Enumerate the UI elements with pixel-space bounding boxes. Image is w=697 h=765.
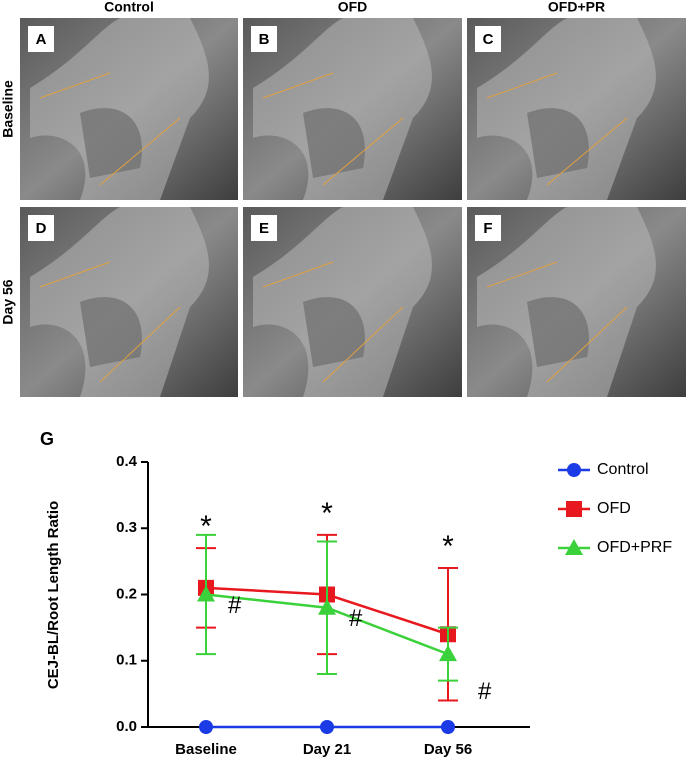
measure-line bbox=[39, 72, 111, 99]
tooth-shape bbox=[253, 18, 432, 200]
measure-line bbox=[486, 72, 558, 99]
row-header: Day 56 bbox=[0, 279, 16, 324]
column-header: Control bbox=[104, 0, 154, 15]
root-shape bbox=[303, 297, 365, 367]
panel-letter: B bbox=[259, 31, 270, 48]
data-point bbox=[439, 645, 457, 662]
panel-letter-box bbox=[251, 26, 277, 52]
data-point bbox=[441, 720, 455, 734]
panel-letter: E bbox=[259, 220, 269, 237]
x-tick-label: Day 56 bbox=[424, 741, 472, 758]
significance-hash: # bbox=[349, 605, 363, 632]
measure-line bbox=[322, 306, 404, 383]
data-point bbox=[197, 585, 215, 602]
x-tick-label: Day 21 bbox=[303, 741, 351, 758]
significance-hash: # bbox=[478, 678, 492, 705]
measure-line bbox=[546, 306, 628, 383]
panel-letter-box bbox=[28, 26, 54, 52]
y-tick-label: 0.2 bbox=[116, 585, 137, 602]
column-header: OFD bbox=[338, 0, 368, 15]
y-tick-label: 0.0 bbox=[116, 718, 137, 735]
measure-line bbox=[322, 117, 404, 186]
panel-letter: A bbox=[36, 31, 47, 48]
root-shape bbox=[527, 108, 589, 178]
y-tick-label: 0.4 bbox=[116, 453, 138, 470]
y-tick-label: 0.1 bbox=[116, 652, 137, 669]
measure-line bbox=[546, 117, 628, 186]
data-point bbox=[318, 598, 336, 615]
panel-letter-box bbox=[28, 215, 54, 241]
x-tick-label: Baseline bbox=[175, 741, 237, 758]
panel-letter: F bbox=[483, 220, 492, 237]
legend-marker bbox=[567, 463, 581, 477]
panel-letter-box bbox=[475, 215, 501, 241]
root-shape bbox=[527, 297, 589, 367]
tooth-shape bbox=[30, 18, 209, 200]
significance-star: * bbox=[321, 497, 333, 530]
panel-letter: C bbox=[483, 31, 494, 48]
panel-label: G bbox=[40, 429, 54, 449]
measure-line bbox=[39, 261, 111, 288]
column-header: OFD+PR bbox=[548, 0, 605, 15]
root-shape bbox=[80, 297, 142, 367]
panel-letter: D bbox=[36, 220, 47, 237]
legend-label: Control bbox=[597, 461, 649, 478]
root-shape bbox=[80, 108, 142, 178]
measure-line bbox=[99, 117, 181, 186]
row-header: Baseline bbox=[0, 80, 16, 138]
legend-marker bbox=[565, 539, 583, 555]
legend-label: OFD bbox=[597, 500, 631, 517]
significance-star: * bbox=[442, 530, 454, 563]
legend-marker bbox=[566, 501, 582, 517]
xray-panels: A B C D E F bbox=[20, 18, 686, 397]
measure-line bbox=[99, 306, 181, 383]
significance-hash: # bbox=[228, 592, 242, 619]
data-point bbox=[199, 720, 213, 734]
panel-letter-box bbox=[475, 26, 501, 52]
root-shape bbox=[303, 108, 365, 178]
y-tick-label: 0.3 bbox=[116, 519, 137, 536]
panel-letter-box bbox=[251, 215, 277, 241]
legend-label: OFD+PRF bbox=[597, 539, 672, 556]
data-point bbox=[320, 720, 334, 734]
y-axis-label: CEJ-BL/Root Length Ratio bbox=[45, 501, 62, 689]
measure-line bbox=[262, 72, 334, 99]
measure-line bbox=[486, 261, 558, 288]
tooth-shape bbox=[477, 18, 656, 200]
measure-line bbox=[262, 261, 334, 288]
